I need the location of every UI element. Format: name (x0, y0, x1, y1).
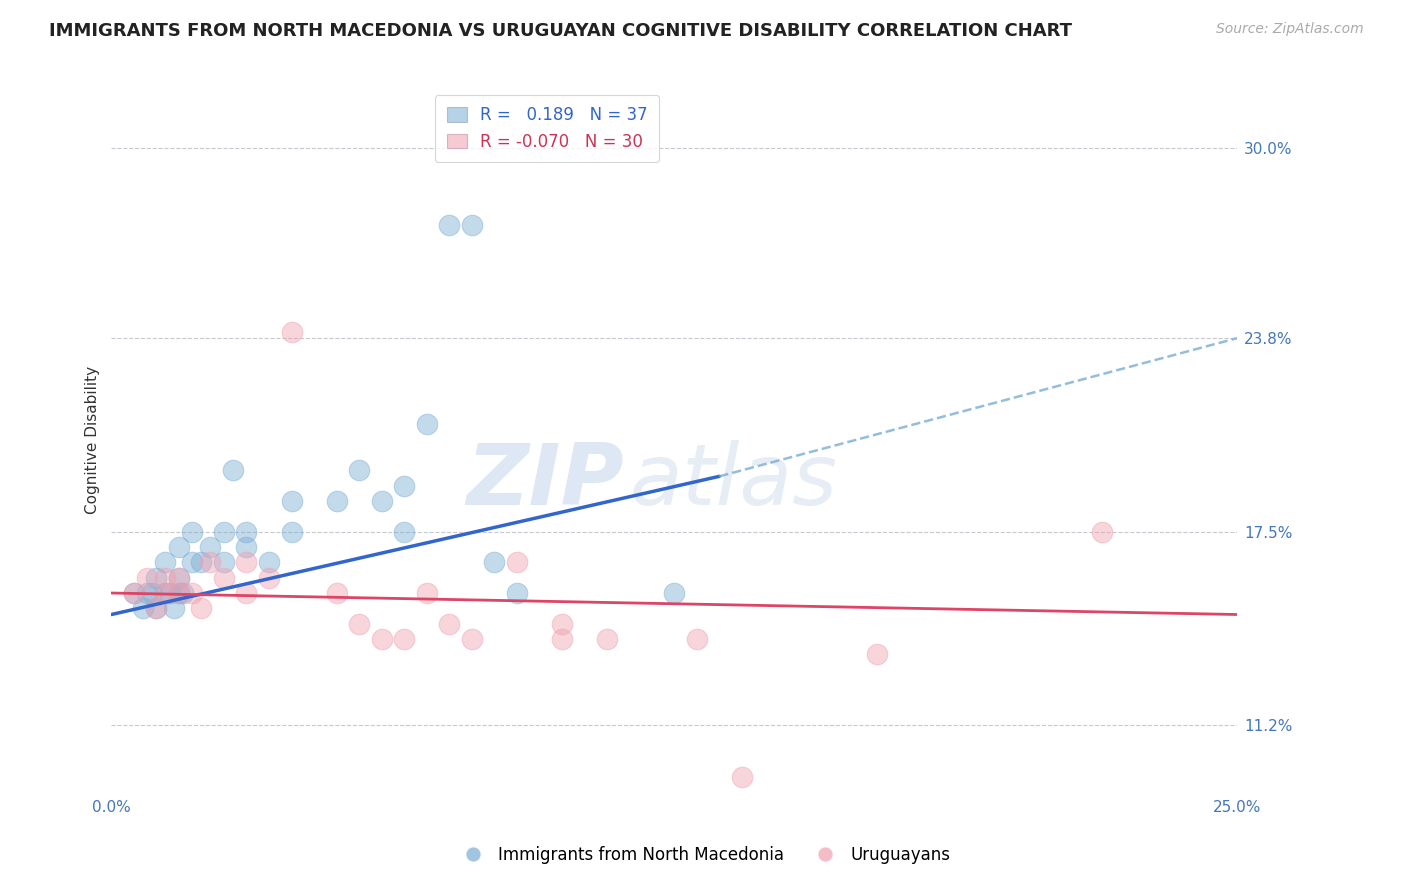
Point (686, 632, 709, 646)
Point (167, 571, 190, 585)
Point (181, 586, 204, 600)
Point (190, 555, 212, 569)
Point (222, 463, 245, 477)
Point (551, 616, 574, 631)
Point (392, 478, 415, 492)
Point (551, 632, 574, 646)
Point (155, 586, 177, 600)
Point (664, 586, 686, 600)
Point (122, 586, 145, 600)
Point (167, 586, 190, 600)
Point (731, 770, 754, 784)
Point (235, 540, 257, 554)
Point (145, 571, 167, 585)
Point (280, 325, 302, 339)
Text: IMMIGRANTS FROM NORTH MACEDONIA VS URUGUAYAN COGNITIVE DISABILITY CORRELATION CH: IMMIGRANTS FROM NORTH MACEDONIA VS URUGU… (49, 22, 1073, 40)
Point (132, 601, 155, 615)
Point (505, 586, 527, 600)
Text: atlas: atlas (630, 441, 837, 524)
Legend: R =   0.189   N = 37, R = -0.070   N = 30: R = 0.189 N = 37, R = -0.070 N = 30 (434, 95, 659, 162)
Point (415, 417, 437, 431)
Point (392, 524, 415, 539)
Point (159, 586, 181, 600)
Point (325, 494, 347, 508)
Point (200, 555, 222, 569)
Point (163, 601, 186, 615)
Point (181, 524, 204, 539)
Point (596, 632, 619, 646)
Text: Source: ZipAtlas.com: Source: ZipAtlas.com (1216, 22, 1364, 37)
Point (347, 616, 370, 631)
Point (392, 632, 415, 646)
Point (155, 555, 177, 569)
Point (437, 616, 460, 631)
Point (136, 571, 159, 585)
Point (167, 540, 190, 554)
Point (212, 524, 235, 539)
Point (370, 494, 392, 508)
Point (155, 586, 177, 600)
Y-axis label: Cognitive Disability: Cognitive Disability (86, 366, 100, 514)
Point (437, 218, 460, 232)
Point (280, 524, 302, 539)
Text: ZIP: ZIP (465, 441, 624, 524)
Point (370, 632, 392, 646)
Point (136, 586, 159, 600)
Point (347, 463, 370, 477)
Legend: Immigrants from North Macedonia, Uruguayans: Immigrants from North Macedonia, Uruguay… (449, 839, 957, 871)
Point (257, 571, 280, 585)
Point (145, 601, 167, 615)
Point (145, 601, 167, 615)
Point (235, 555, 257, 569)
Point (460, 218, 482, 232)
Point (167, 586, 190, 600)
Point (181, 555, 204, 569)
Point (212, 571, 235, 585)
Point (235, 524, 257, 539)
Point (280, 494, 302, 508)
Point (235, 586, 257, 600)
Point (190, 601, 212, 615)
Point (155, 571, 177, 585)
Point (482, 555, 505, 569)
Point (1091, 524, 1114, 539)
Point (505, 555, 527, 569)
Point (460, 632, 482, 646)
Point (325, 586, 347, 600)
Point (212, 555, 235, 569)
Point (122, 586, 145, 600)
Point (866, 648, 889, 662)
Point (415, 586, 437, 600)
Point (200, 540, 222, 554)
Point (172, 586, 194, 600)
Point (167, 571, 190, 585)
Point (257, 555, 280, 569)
Point (141, 586, 163, 600)
